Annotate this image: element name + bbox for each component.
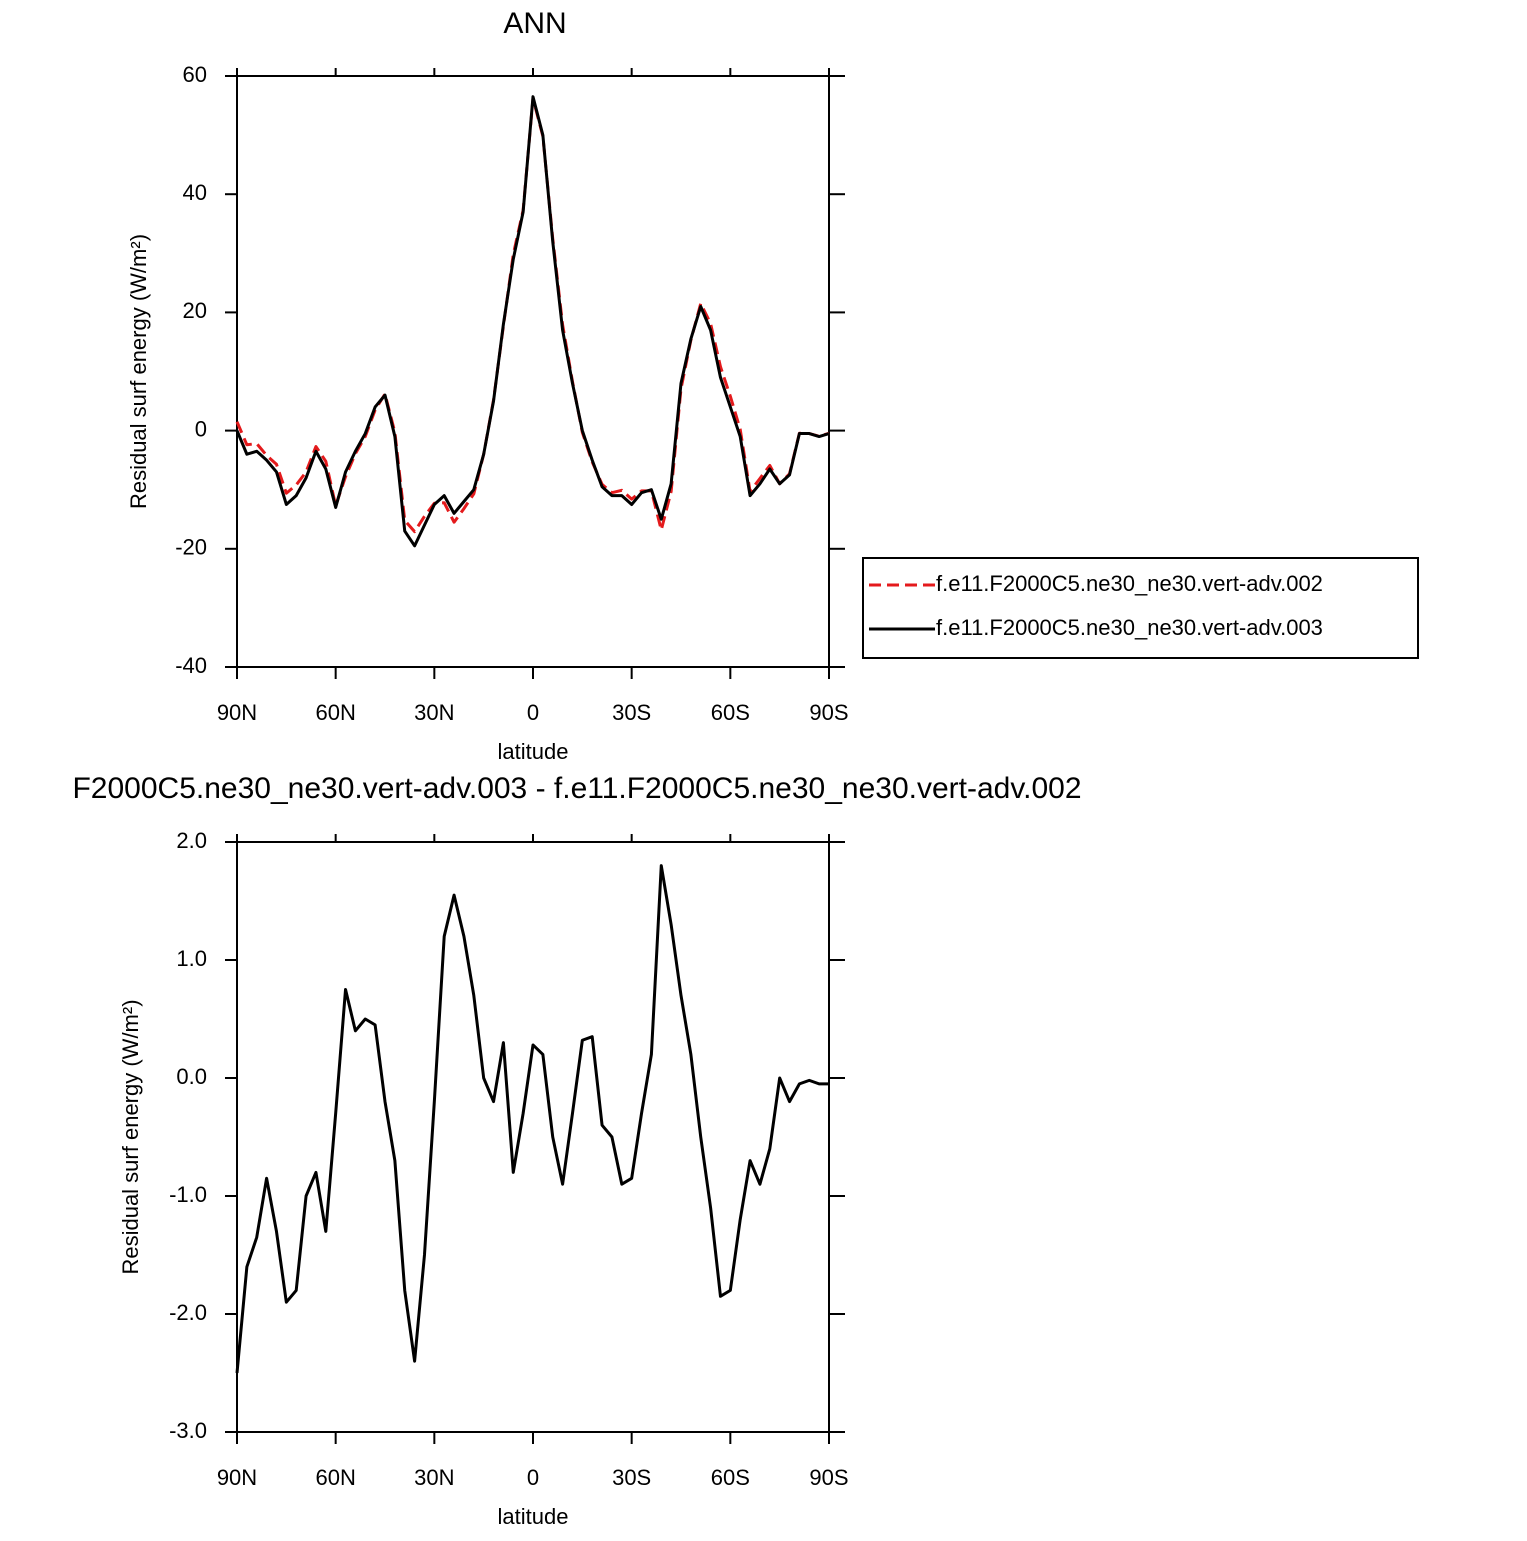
- x-tick-label: 30S: [612, 1465, 651, 1490]
- x-tick-label: 60S: [711, 700, 750, 725]
- plot-frame: [236, 841, 830, 1433]
- x-tick-label: 60N: [315, 700, 355, 725]
- data-line: [235, 864, 829, 1374]
- y-tick-label: 2.0: [176, 828, 207, 853]
- y-tick-label: 20: [183, 298, 207, 323]
- y-tick-label: -2.0: [169, 1300, 207, 1325]
- data-line: [235, 95, 830, 548]
- y-tick-label: 40: [183, 180, 207, 205]
- x-tick-label: 90S: [809, 1465, 848, 1490]
- y-tick-label: 60: [183, 62, 207, 87]
- x-tick-label: 90N: [217, 1465, 257, 1490]
- x-tick-label: 60N: [315, 1465, 355, 1490]
- legend-box: [862, 557, 1419, 659]
- y-tick-label: -20: [175, 535, 207, 560]
- y-axis-label: Residual surf energy (W/m²): [118, 999, 143, 1274]
- x-tick-label: 0: [527, 1465, 539, 1490]
- x-tick-label: 90N: [217, 700, 257, 725]
- x-tick-label: 30N: [414, 700, 454, 725]
- chart-title: ANN: [503, 7, 566, 40]
- y-tick-label: 0: [195, 416, 207, 441]
- x-tick-label: 30N: [414, 1465, 454, 1490]
- y-axis-label: Residual surf energy (W/m²): [126, 234, 151, 509]
- x-tick-label: 0: [527, 700, 539, 725]
- legend-label: f.e11.F2000C5.ne30_ne30.vert-adv.002: [936, 571, 1323, 596]
- plot-frame: [236, 75, 830, 668]
- x-tick-label: 30S: [612, 700, 651, 725]
- legend: f.e11.F2000C5.ne30_ne30.vert-adv.002 f.e1…: [862, 557, 1419, 659]
- chart-title: F2000C5.ne30_ne30.vert-adv.003 - f.e11.F…: [72, 772, 1081, 805]
- y-tick-label: 0.0: [176, 1064, 207, 1089]
- x-tick-label: 60S: [711, 1465, 750, 1490]
- x-axis-label: latitude: [498, 1504, 569, 1529]
- x-axis-label: latitude: [498, 739, 569, 764]
- x-tick-label: 90S: [809, 700, 848, 725]
- y-tick-label: -1.0: [169, 1182, 207, 1207]
- y-tick-label: 1.0: [176, 946, 207, 971]
- legend-label: f.e11.F2000C5.ne30_ne30.vert-adv.003: [936, 615, 1323, 640]
- y-tick-label: -40: [175, 653, 207, 678]
- y-tick-label: -3.0: [169, 1418, 207, 1443]
